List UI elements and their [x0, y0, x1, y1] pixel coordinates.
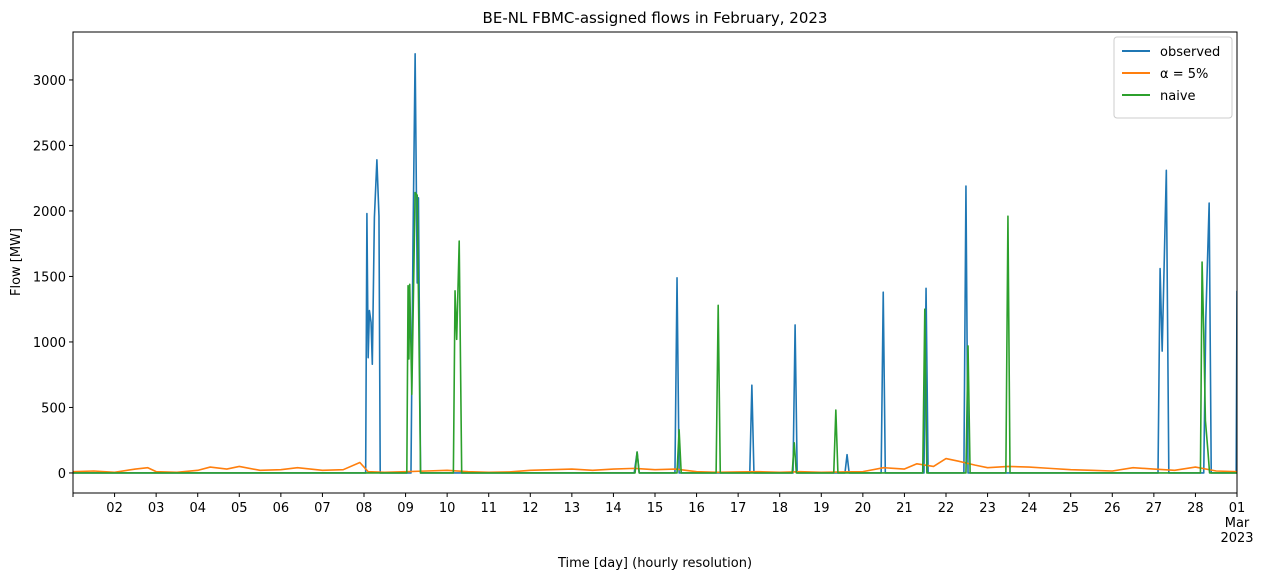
x-tick-label: 17: [730, 501, 747, 516]
x-tick-label: 18: [771, 501, 788, 516]
x-tick-label: 08: [356, 501, 373, 516]
legend-label: observed: [1160, 45, 1220, 60]
x-tick-label: 22: [938, 501, 955, 516]
chart-title: BE-NL FBMC-assigned flows in February, 2…: [483, 9, 828, 27]
legend-box: [1113, 36, 1233, 119]
data-line: [73, 457, 1237, 474]
legend-label: naive: [1160, 89, 1196, 104]
x-tick-label: 16: [688, 501, 705, 516]
x-tick-label: 25: [1062, 501, 1079, 516]
x-axis-label: Time [day] (hourly resolution): [557, 556, 752, 571]
x-tick-label: 23: [979, 501, 996, 516]
y-tick-label: 3000: [33, 74, 66, 89]
x-tick-label: 02: [106, 501, 123, 516]
y-tick-label: 1500: [33, 270, 66, 285]
x-tick-label: 14: [605, 501, 622, 516]
x-tick-label: 10: [439, 501, 456, 516]
x-tick-label: 03: [148, 501, 165, 516]
data-line: [73, 191, 1237, 474]
x-tick-label: 07: [314, 501, 331, 516]
x-tick-label: 19: [813, 501, 830, 516]
y-axis-label: Flow [MW]: [9, 228, 24, 296]
x-tick-label: 05: [231, 501, 248, 516]
x-tick-label: 01 Mar 2023: [1220, 501, 1253, 546]
x-tick-label: 04: [189, 501, 206, 516]
x-tick-label: 12: [522, 501, 539, 516]
x-tick-label: 28: [1187, 501, 1204, 516]
x-tick-label: 26: [1104, 501, 1121, 516]
y-tick-label: 1000: [33, 336, 66, 351]
x-tick-label: 13: [564, 501, 581, 516]
x-tick-label: 15: [647, 501, 664, 516]
x-tick-label: 11: [480, 501, 497, 516]
x-tick-label: 20: [855, 501, 872, 516]
y-tick-label: 2000: [33, 205, 66, 220]
y-tick-label: 500: [41, 401, 66, 416]
x-tick-label: 21: [896, 501, 913, 516]
x-tick-label: 09: [397, 501, 414, 516]
data-line: [73, 52, 1237, 474]
legend-label: α = 5%: [1160, 67, 1208, 82]
y-tick-label: 0: [58, 467, 66, 482]
x-tick-label: 24: [1021, 501, 1038, 516]
x-tick-label: 27: [1146, 501, 1163, 516]
x-tick-label: 06: [273, 501, 290, 516]
plot-frame: [72, 31, 1238, 494]
y-tick-label: 2500: [33, 139, 66, 154]
